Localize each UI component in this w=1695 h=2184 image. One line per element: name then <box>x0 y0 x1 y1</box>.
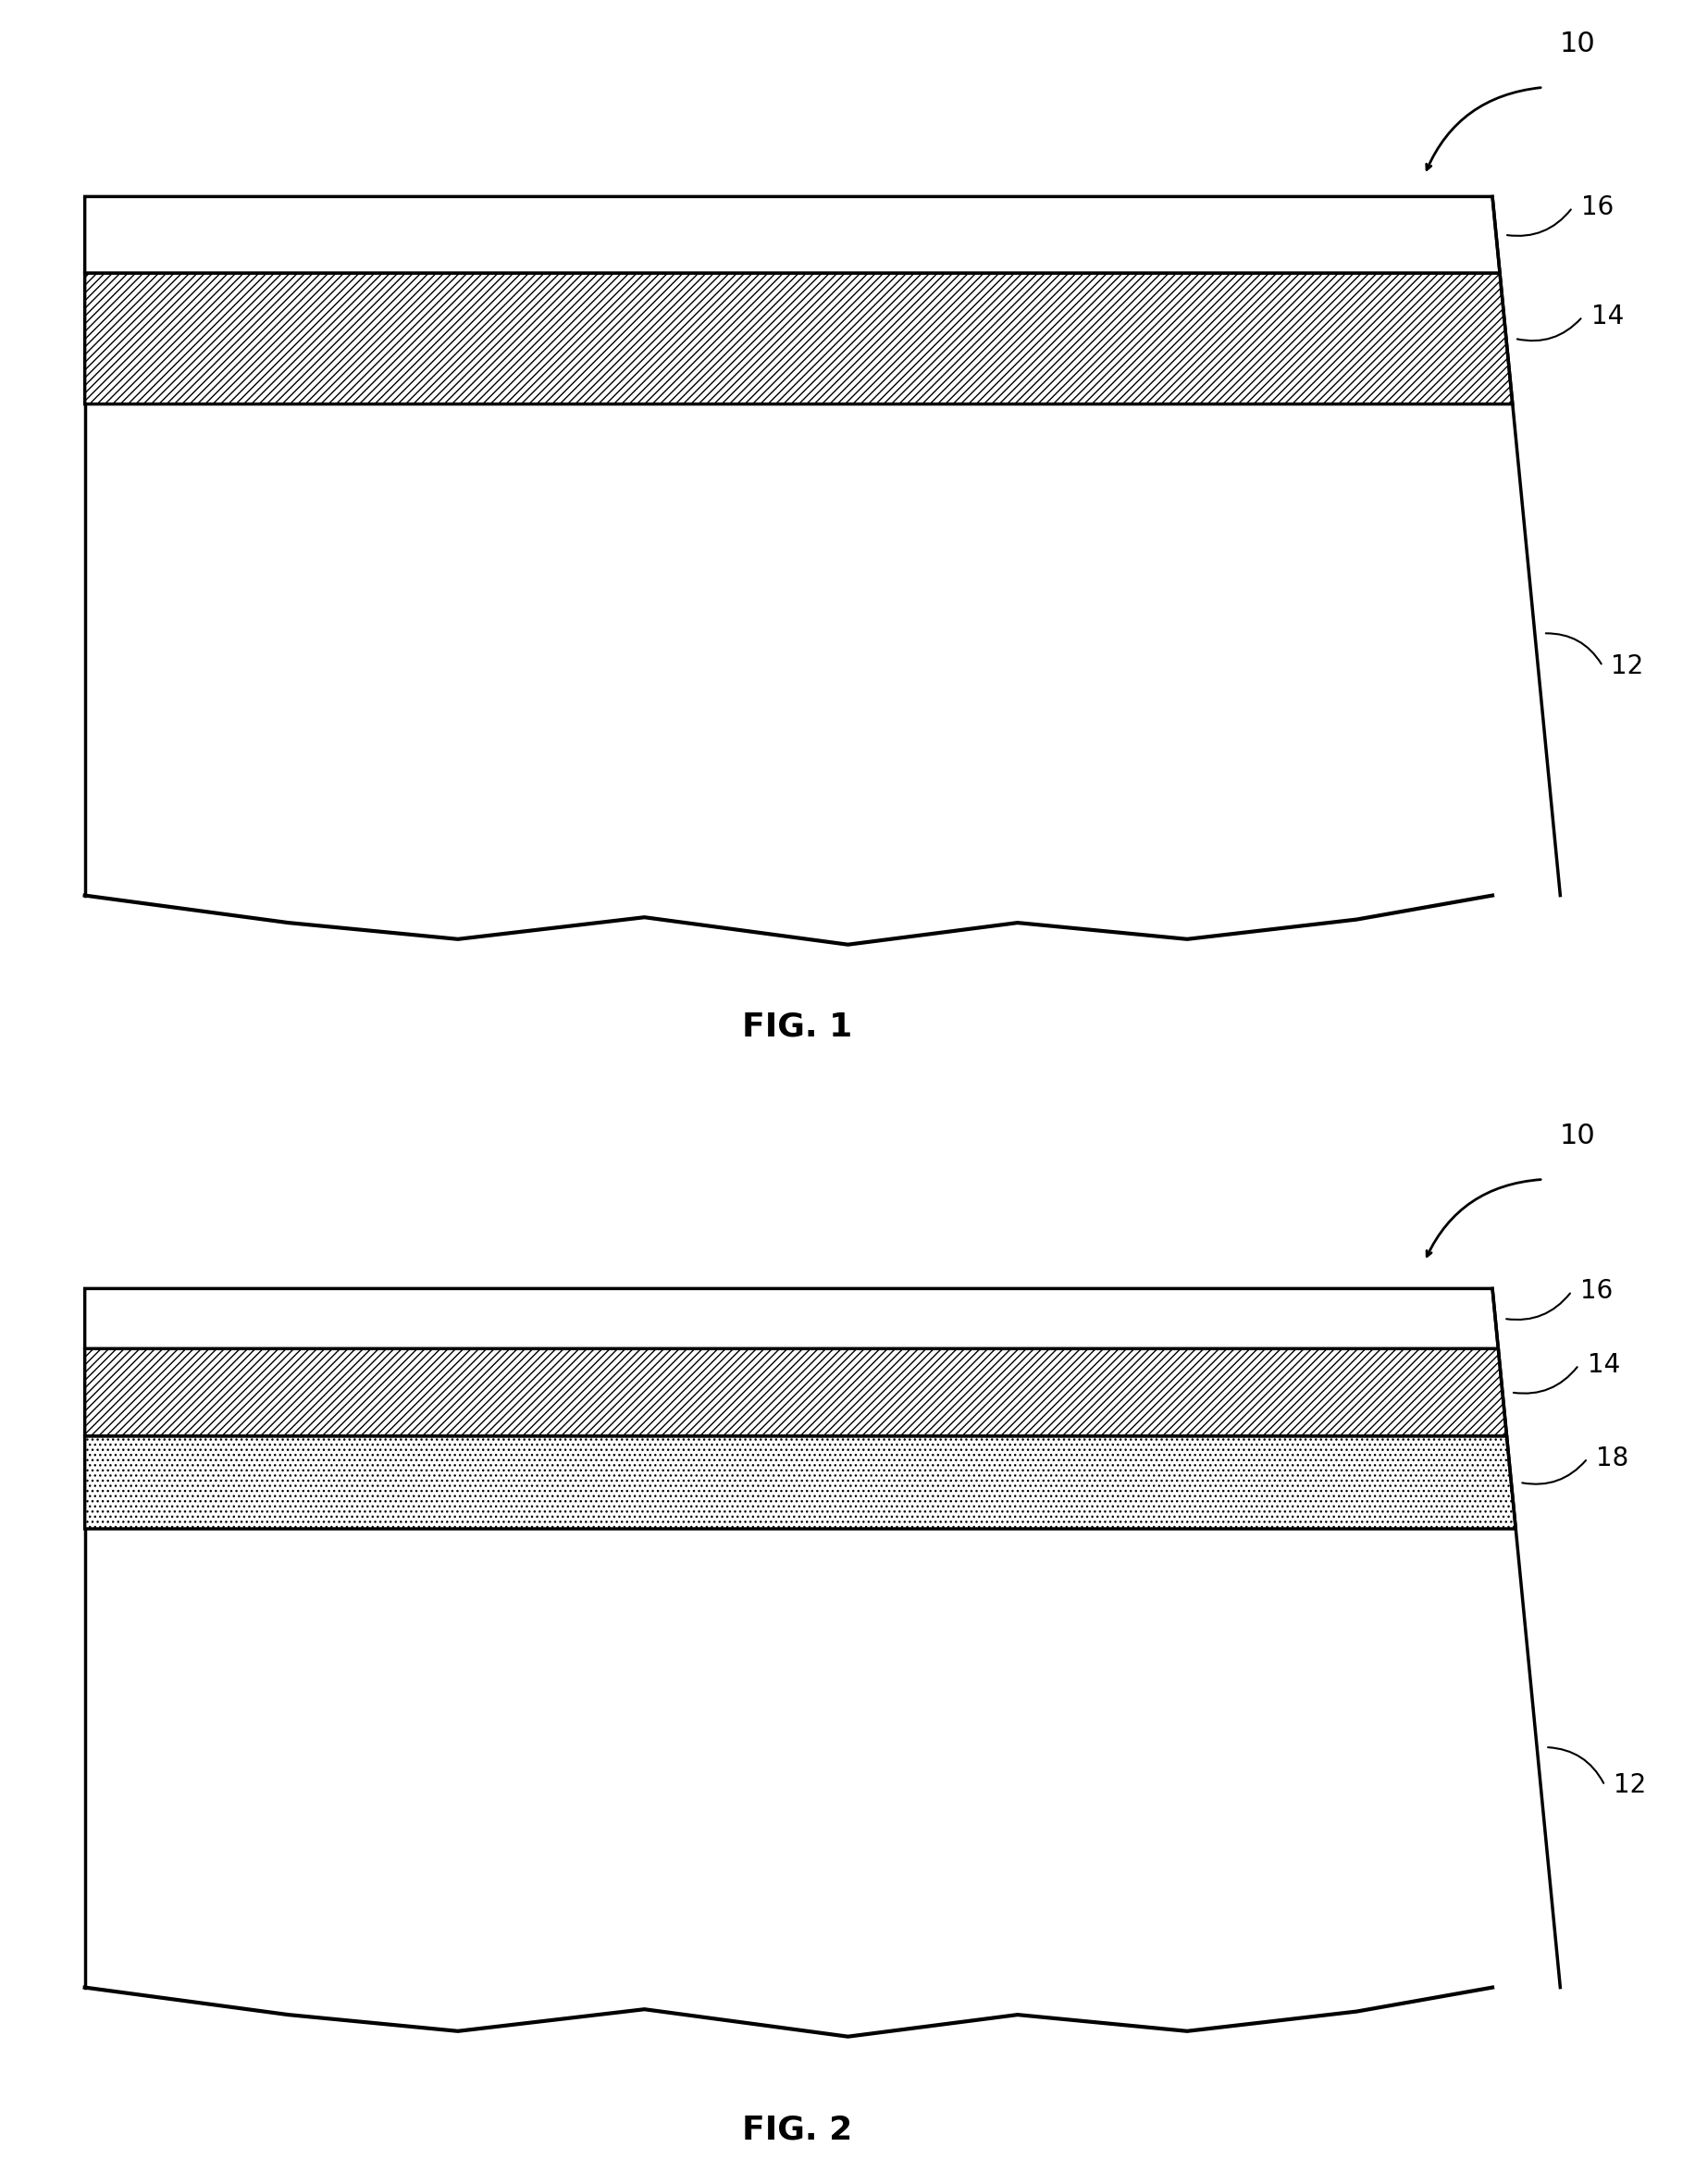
Polygon shape <box>85 273 1512 404</box>
Text: 12: 12 <box>1610 653 1642 679</box>
Text: 16: 16 <box>1580 194 1612 221</box>
Polygon shape <box>85 197 1498 273</box>
Text: 10: 10 <box>1558 31 1595 57</box>
Text: 12: 12 <box>1612 1773 1644 1797</box>
Polygon shape <box>85 1529 1559 2035</box>
Text: 18: 18 <box>1595 1446 1627 1472</box>
Text: 14: 14 <box>1587 1352 1619 1378</box>
Text: 10: 10 <box>1558 1123 1595 1149</box>
Polygon shape <box>85 1437 1515 1529</box>
Text: 16: 16 <box>1580 1278 1612 1304</box>
Polygon shape <box>85 1289 1497 1348</box>
Text: FIG. 1: FIG. 1 <box>741 1011 853 1042</box>
Polygon shape <box>85 404 1559 943</box>
Text: 14: 14 <box>1590 304 1622 330</box>
Polygon shape <box>85 1348 1505 1437</box>
Text: FIG. 2: FIG. 2 <box>741 2114 853 2145</box>
